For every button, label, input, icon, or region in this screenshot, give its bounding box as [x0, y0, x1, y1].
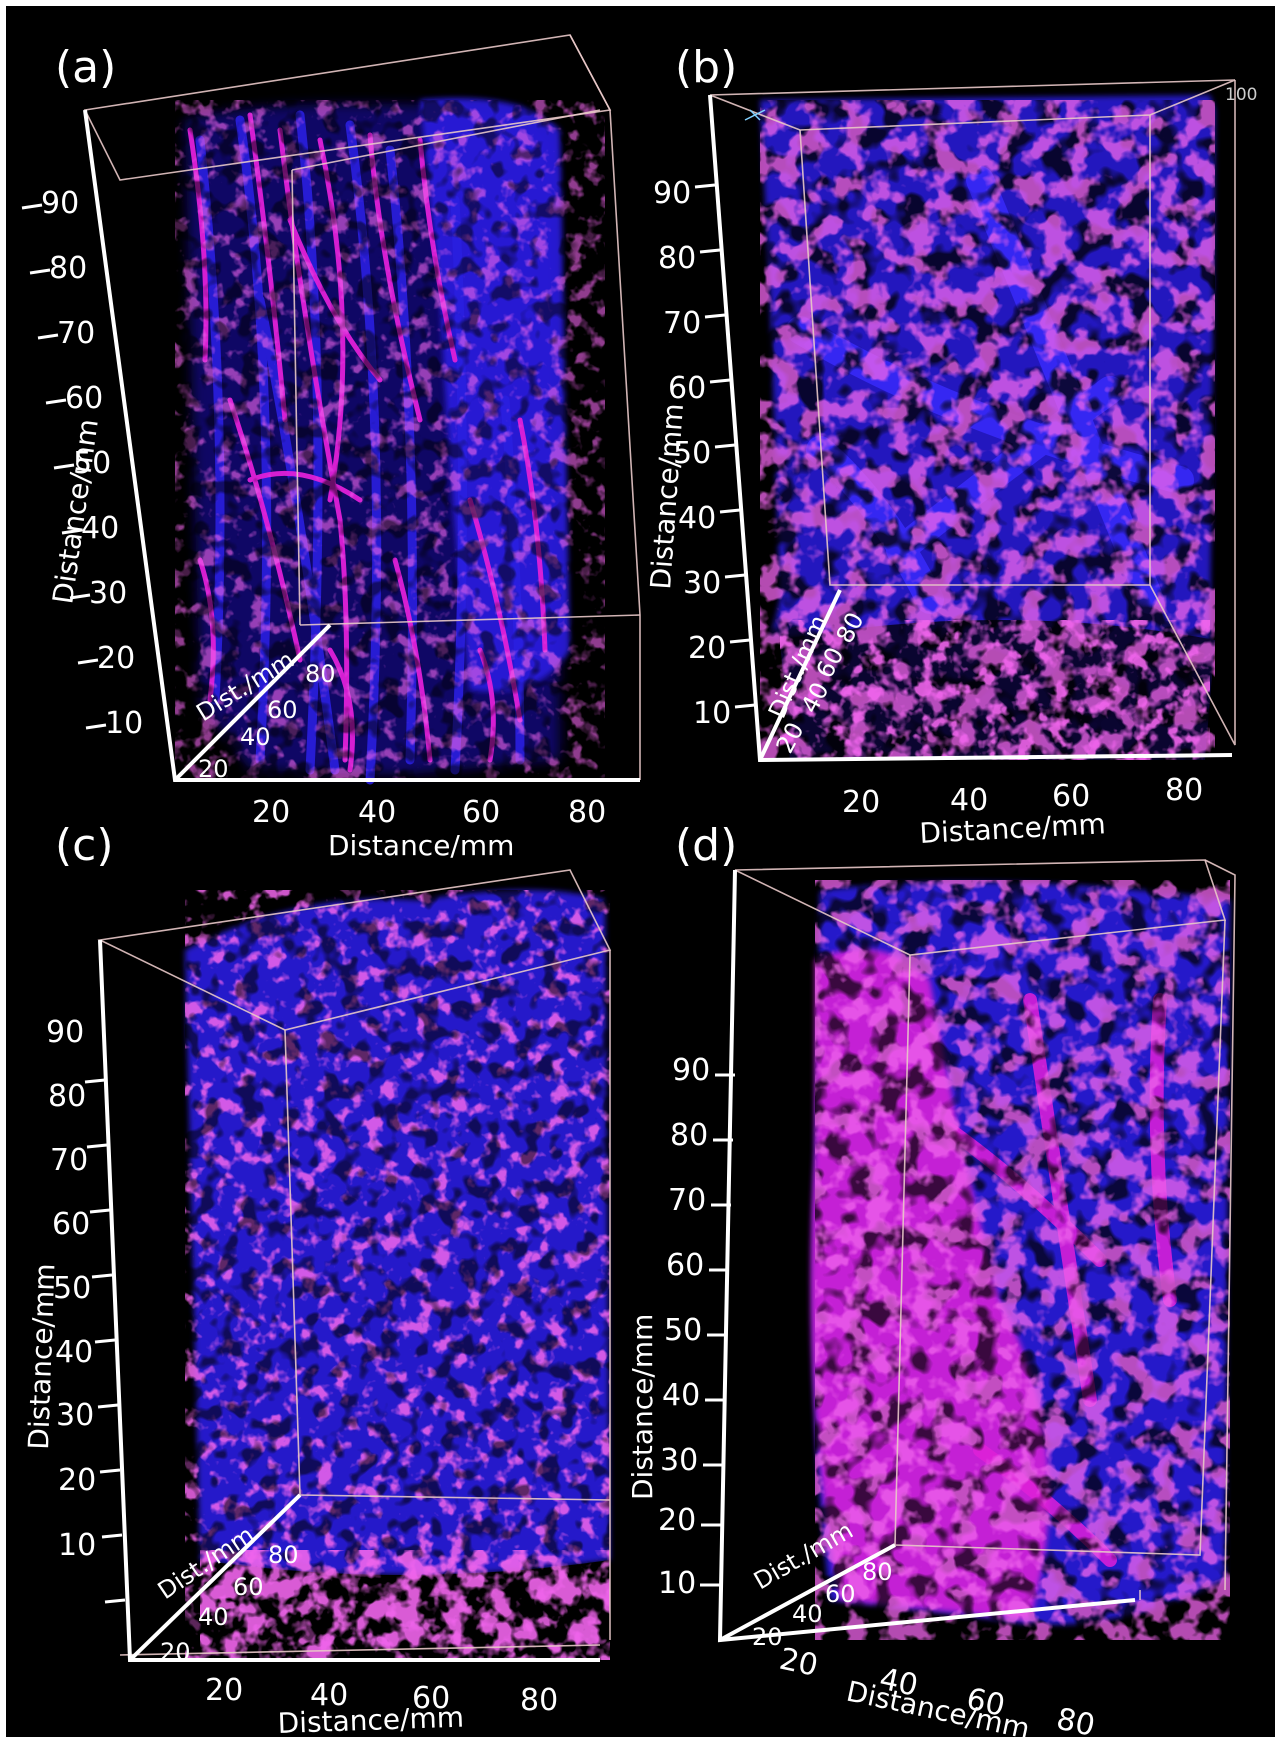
panel-a-y-tick: 40 — [81, 511, 119, 546]
panel-c-y-tick: 50 — [53, 1271, 91, 1306]
panel-c-y-tick: 30 — [56, 1398, 94, 1433]
panel-a-y-tick: 20 — [97, 641, 135, 676]
panel-c-depth-ticks: 20 40 60 80 — [160, 1541, 299, 1666]
panel-b-x-tick: 60 — [1052, 779, 1090, 814]
panel-b-y-tick: 70 — [663, 306, 701, 341]
panel-a-x-tick: 40 — [358, 795, 396, 830]
panel-d-y-tick: 40 — [662, 1378, 700, 1413]
panel-d-y-tick: 50 — [664, 1313, 702, 1348]
panel-a-y-tick: 70 — [57, 316, 95, 351]
panel-c-axes — [84, 939, 600, 1662]
panel-a-depth-tick: 80 — [305, 660, 336, 688]
panel-d-bounding-box — [734, 859, 1236, 1600]
panel-c-x-title: Distance/mm — [277, 1701, 464, 1737]
panel-a-y-tick: 90 — [41, 186, 79, 221]
panel-c-y-tick: 80 — [48, 1079, 86, 1114]
panel-d-y-tick: 20 — [658, 1503, 696, 1538]
panel-d-volume-render — [810, 880, 1230, 1640]
panel-d-depth-tick: 80 — [862, 1558, 893, 1586]
panel-d-y-title: Distance/mm — [626, 1314, 659, 1500]
panel-b: 100 (b) 10 20 30 40 50 60 70 80 90 — [644, 42, 1257, 850]
panel-d-y-tick: 90 — [672, 1053, 710, 1088]
panel-a-depth-tick: 60 — [267, 696, 298, 724]
panel-b-y-tick: 10 — [693, 696, 731, 731]
panel-c-label: (c) — [55, 820, 114, 871]
panel-d-x-tick: 60 — [963, 1682, 1008, 1724]
panel-c-y-tick: 70 — [50, 1143, 88, 1178]
panel-a-y-tick: 30 — [89, 576, 127, 611]
panel-a-y-tick: 10 — [105, 706, 143, 741]
panel-b-y-tick: 30 — [683, 566, 721, 601]
panel-a-depth-tick: 40 — [240, 723, 271, 751]
panel-a: (a) 10 20 30 40 50 60 70 80 90 Distance/… — [21, 34, 641, 862]
panel-a-x-ticks: 20 40 60 80 — [252, 795, 606, 830]
panel-b-y-tick: 80 — [658, 241, 696, 276]
panel-d-y-tick: 60 — [666, 1248, 704, 1283]
panel-a-volume-render — [170, 95, 610, 785]
panel-c-y-tick: 60 — [52, 1207, 90, 1242]
panel-a-x-tick: 20 — [252, 795, 290, 830]
panel-d: (d) 10 20 30 40 50 60 70 80 90 Distance/… — [626, 820, 1236, 1737]
panel-c-y-tick: 90 — [46, 1015, 84, 1050]
panel-a-axes — [21, 109, 640, 782]
panel-b-x-tick: 40 — [950, 783, 988, 818]
panel-a-depth-tick: 20 — [198, 755, 229, 783]
panel-b-corner-label: 100 — [1225, 85, 1257, 105]
panel-b-x-tick: 80 — [1165, 773, 1203, 808]
panel-b-x-tick: 20 — [842, 785, 880, 820]
panel-a-x-title: Distance/mm — [328, 829, 514, 862]
panel-c-x-tick: 60 — [412, 1681, 450, 1716]
panel-d-y-tick: 30 — [660, 1443, 698, 1478]
panel-d-label: (d) — [675, 820, 737, 871]
panel-b-x-ticks: 20 40 60 80 — [842, 773, 1203, 820]
panel-b-y-tick: 40 — [678, 501, 716, 536]
panel-d-y-tick: 70 — [668, 1183, 706, 1218]
panel-c-x-ticks: 20 40 60 80 — [205, 1673, 558, 1718]
panel-d-y-tick: 80 — [670, 1118, 708, 1153]
panel-c-y-ticks: 10 20 30 40 50 60 70 80 90 — [46, 1015, 96, 1563]
panel-b-y-tick: 50 — [673, 436, 711, 471]
panel-a-depth-ticks: 20 40 60 80 — [198, 660, 336, 783]
panel-a-x-tick: 60 — [462, 795, 500, 830]
panel-d-x-ticks: 20 40 60 80 — [776, 1642, 1098, 1737]
panel-d-depth-tick: 20 — [752, 1623, 783, 1651]
panel-c-y-tick: 10 — [58, 1528, 96, 1563]
panel-b-label: (b) — [675, 42, 737, 93]
panel-a-label: (a) — [55, 42, 116, 93]
panel-c-depth-tick: 40 — [198, 1603, 229, 1631]
panel-d-x-tick: 20 — [776, 1642, 821, 1684]
panel-c-volume-render — [185, 890, 610, 1660]
panel-d-x-tick: 80 — [1053, 1702, 1098, 1737]
panel-b-volume-render — [760, 95, 1215, 760]
panel-c-depth-tick: 60 — [233, 1573, 264, 1601]
panel-b-y-tick: 60 — [668, 371, 706, 406]
panel-d-depth-ticks: 20 40 60 80 — [752, 1558, 893, 1651]
panel-c: (c) 10 20 30 40 50 60 70 80 90 Distance/… — [22, 820, 612, 1737]
panel-d-axes — [700, 869, 1136, 1643]
panel-a-x-tick: 80 — [568, 795, 606, 830]
panel-c-x-tick: 40 — [310, 1678, 348, 1713]
panel-c-depth-tick: 80 — [268, 1541, 299, 1569]
panel-d-depth-tick: 40 — [792, 1600, 823, 1628]
panel-c-depth-tick: 20 — [160, 1638, 191, 1666]
panel-c-x-tick: 80 — [520, 1683, 558, 1718]
panel-a-y-tick: 60 — [65, 381, 103, 416]
panel-a-y-ticks: 10 20 30 40 50 60 70 80 90 — [41, 186, 143, 741]
panel-a-y-tick: 50 — [73, 446, 111, 481]
panel-c-y-tick: 40 — [55, 1335, 93, 1370]
panel-b-y-ticks: 10 20 30 40 50 60 70 80 90 — [653, 176, 731, 731]
panel-d-y-ticks: 10 20 30 40 50 60 70 80 90 — [658, 1053, 710, 1601]
panel-b-y-tick: 90 — [653, 176, 691, 211]
panel-b-axes — [694, 94, 1233, 763]
panel-c-y-title: Distance/mm — [22, 1263, 61, 1450]
panel-d-x-tick: 40 — [876, 1662, 921, 1704]
panel-a-y-tick: 80 — [49, 251, 87, 286]
panel-d-depth-tick: 60 — [825, 1580, 856, 1608]
panel-c-x-tick: 20 — [205, 1673, 243, 1708]
panel-c-y-tick: 20 — [58, 1463, 96, 1498]
panel-d-y-tick: 10 — [658, 1566, 696, 1601]
panel-b-y-tick: 20 — [688, 631, 726, 666]
